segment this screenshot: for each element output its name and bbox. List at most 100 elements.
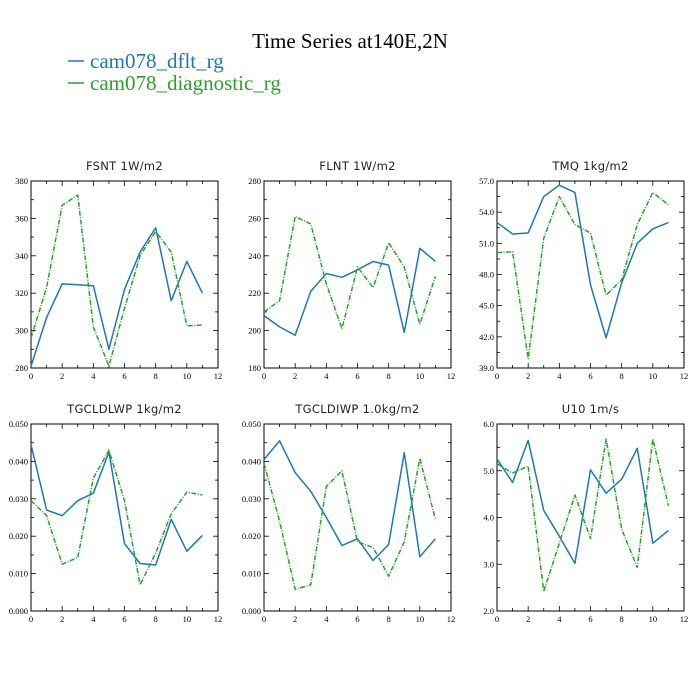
series-line-tgcldlwp-dflt	[30, 444, 203, 566]
x-tick-label: 8	[387, 614, 391, 624]
x-tick-label: 12	[214, 614, 223, 624]
x-tick-label: 4	[91, 614, 96, 624]
x-tick-label: 12	[680, 371, 689, 381]
series-line-fsnt-dflt	[30, 227, 204, 367]
x-tick-label: 2	[293, 371, 297, 381]
panel-title-tgcldiwp: TGCLDIWP 1.0kg/m2	[294, 402, 419, 416]
x-tick-label: 8	[154, 614, 158, 624]
y-tick-label: 240	[248, 251, 261, 261]
y-tick-label: 5.0	[483, 466, 494, 476]
x-tick-label: 2	[293, 614, 297, 624]
x-tick-label: 12	[680, 614, 689, 624]
x-tick-label: 12	[447, 614, 456, 624]
y-tick-label: 200	[248, 326, 261, 336]
panel-tgcldiwp: TGCLDIWP 1.0kg/m2 0 2 4 6 8 10 12 0.000 0.010 0.02…	[242, 402, 455, 624]
y-tick-label: 54.0	[479, 207, 494, 217]
y-tick-label: 380	[15, 176, 28, 186]
y-tick-label: 6.0	[483, 419, 494, 429]
series-line-tgcldlwp-diagnostic	[30, 449, 203, 586]
y-tick-label: 0.030	[9, 494, 28, 504]
x-tick-label: 8	[154, 371, 158, 381]
y-tick-label: 360	[15, 213, 28, 223]
panel-title-flnt: FLNT 1W/m2	[319, 159, 395, 173]
y-tick-label: 3.0	[483, 559, 494, 569]
x-tick-label: 8	[387, 371, 391, 381]
x-tick-label: 2	[526, 371, 530, 381]
y-tick-label: 0.050	[9, 419, 28, 429]
legend-entry-diagnostic: cam078_diagnostic_rg	[68, 71, 281, 95]
x-tick-label: 0	[262, 614, 266, 624]
y-tick-label: 260	[248, 213, 261, 223]
y-tick-label: 51.0	[479, 238, 494, 248]
y-tick-label: 280	[248, 176, 261, 186]
x-tick-label: 4	[324, 371, 329, 381]
panel-title-tmq: TMQ 1kg/m2	[551, 159, 628, 173]
x-tick-label: 10	[416, 614, 425, 624]
x-tick-label: 4	[91, 371, 96, 381]
y-tick-label: 39.0	[479, 363, 494, 373]
y-tick-label: 0.010	[9, 569, 28, 579]
series-line-tgcldiwp-dflt	[263, 440, 436, 562]
x-tick-label: 0	[29, 614, 33, 624]
x-tick-label: 0	[495, 371, 499, 381]
y-tick-label: 45.0	[479, 301, 494, 311]
series-line-tgcldiwp-diagnostic	[263, 457, 437, 591]
x-tick-label: 10	[416, 371, 425, 381]
y-tick-label: 0.020	[242, 531, 261, 541]
x-tick-label: 12	[447, 371, 456, 381]
series-line-tmq-diagnostic	[496, 191, 669, 360]
series-line-flnt-diagnostic	[263, 215, 437, 330]
x-tick-label: 0	[262, 371, 266, 381]
plot-frame-flnt	[263, 180, 452, 369]
plot-frame-fsnt	[30, 180, 219, 369]
x-tick-label: 6	[588, 371, 592, 381]
y-tick-label: 220	[248, 288, 261, 298]
x-tick-label: 2	[60, 371, 64, 381]
y-tick-label: 0.040	[242, 456, 261, 466]
x-tick-label: 12	[214, 371, 223, 381]
y-tick-label: 0.010	[242, 569, 261, 579]
x-tick-label: 10	[183, 371, 192, 381]
y-tick-label: 320	[15, 288, 28, 298]
plot-frame-tgcldiwp	[263, 423, 452, 612]
y-tick-label: 0.020	[9, 531, 28, 541]
y-tick-label: 0.050	[242, 419, 261, 429]
y-tick-label: 42.0	[479, 332, 494, 342]
y-tick-label: 180	[248, 363, 261, 373]
x-tick-label: 0	[29, 371, 33, 381]
y-tick-label: 0.040	[9, 456, 28, 466]
x-tick-label: 6	[122, 371, 126, 381]
legend-entry-dflt: cam078_dflt_rg	[68, 49, 224, 73]
plot-frame-tgcldlwp	[30, 423, 219, 612]
series-line-u10-dflt	[496, 439, 669, 565]
x-tick-label: 6	[588, 614, 592, 624]
x-tick-label: 6	[122, 614, 126, 624]
series-line-tmq-dflt	[496, 184, 669, 339]
x-tick-label: 8	[620, 371, 624, 381]
plot-frame-tmq	[496, 180, 685, 369]
panels: FSNT 1W/m20 2 4 6 8 10 12280300320340360380FLN…	[9, 159, 688, 624]
panel-title-tgcldlwp: TGCLDLWP 1kg/m2	[66, 402, 182, 416]
x-tick-label: 4	[557, 371, 562, 381]
x-tick-label: 10	[183, 614, 192, 624]
x-tick-label: 4	[557, 614, 562, 624]
y-tick-label: 0.000	[9, 606, 28, 616]
panel-flnt: FLNT 1W/m2 0 2 4 6 8 10 12 180 200 220 240 260 280	[248, 159, 455, 381]
x-tick-label: 2	[526, 614, 530, 624]
y-tick-label: 4.0	[483, 513, 494, 523]
y-tick-label: 280	[15, 363, 28, 373]
x-tick-label: 4	[324, 614, 329, 624]
series-line-u10-diagnostic	[496, 438, 670, 593]
panel-tmq: TMQ 1kg/m2 0 2 4 6 8 10 12 39.0 42.0 45.0 48.0 51.0 5…	[479, 159, 688, 381]
x-tick-label: 6	[355, 371, 359, 381]
y-tick-label: 340	[15, 251, 28, 261]
series-line-fsnt-diagnostic	[30, 194, 203, 367]
figure-title: Time Series at140E,2N	[252, 29, 448, 53]
panel-fsnt: FSNT 1W/m2 0 2 4 6 8 10 12 280 300 320 340 360 380	[15, 159, 222, 381]
x-tick-label: 10	[649, 371, 658, 381]
x-tick-label: 8	[620, 614, 624, 624]
y-tick-label: 2.0	[483, 606, 494, 616]
x-tick-label: 2	[60, 614, 64, 624]
panel-tgcldlwp: TGCLDLWP 1kg/m2 0 2 4 6 8 10 12 0.000 0.010 0.020 0…	[9, 402, 222, 624]
